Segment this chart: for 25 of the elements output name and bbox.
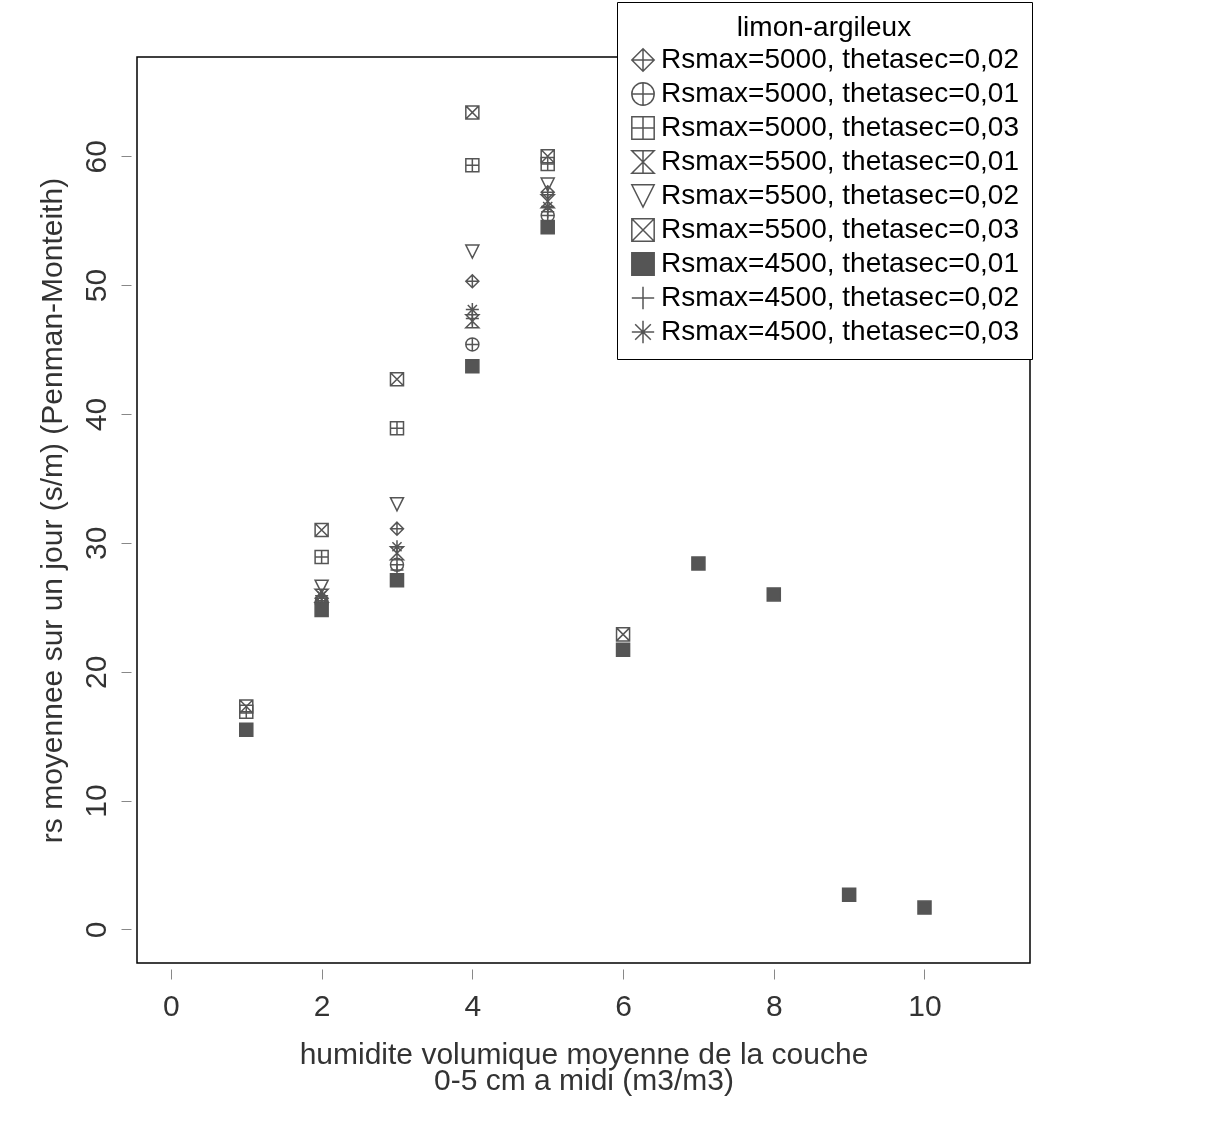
x-tick-label: 10 bbox=[908, 988, 942, 1022]
x-tick-label: 2 bbox=[313, 988, 331, 1022]
y-tick-label: 10 bbox=[78, 784, 112, 818]
y-tick-label: 50 bbox=[78, 268, 112, 303]
y-tick-label: 20 bbox=[78, 655, 112, 689]
legend-label: Rsmax=4500, thetasec=0,03 bbox=[661, 315, 1020, 346]
legend-label: Rsmax=5500, thetasec=0,01 bbox=[661, 145, 1020, 176]
x-axis-title: humidite volumique moyenne de la couche 0-5 cm a midi (m3/m3) bbox=[299, 1036, 869, 1096]
legend-label: Rsmax=5000, thetasec=0,02 bbox=[661, 43, 1020, 74]
x-tick-label: 4 bbox=[464, 988, 482, 1022]
legend-title: limon-argileux bbox=[736, 11, 912, 42]
y-tick-label: 30 bbox=[78, 526, 112, 561]
x-tick-label: 8 bbox=[765, 988, 783, 1022]
legend-label: Rsmax=5500, thetasec=0,02 bbox=[661, 179, 1020, 210]
y-tick-label: 60 bbox=[78, 140, 112, 174]
y-tick-label: 40 bbox=[78, 397, 112, 432]
legend-label: Rsmax=5500, thetasec=0,03 bbox=[661, 213, 1020, 244]
legend-label: Rsmax=4500, thetasec=0,01 bbox=[661, 247, 1020, 278]
y-tick-label: 0 bbox=[78, 921, 112, 939]
x-tick-label: 0 bbox=[163, 988, 180, 1022]
legend-label: Rsmax=5000, thetasec=0,03 bbox=[661, 111, 1020, 142]
x-tick-label: 6 bbox=[615, 988, 632, 1022]
legend-label: Rsmax=4500, thetasec=0,02 bbox=[661, 281, 1020, 312]
y-axis-title: rs moyennee sur un jour (s/m) (Penman-Monteith) bbox=[34, 177, 68, 844]
legend-label: Rsmax=5000, thetasec=0,01 bbox=[661, 77, 1020, 108]
